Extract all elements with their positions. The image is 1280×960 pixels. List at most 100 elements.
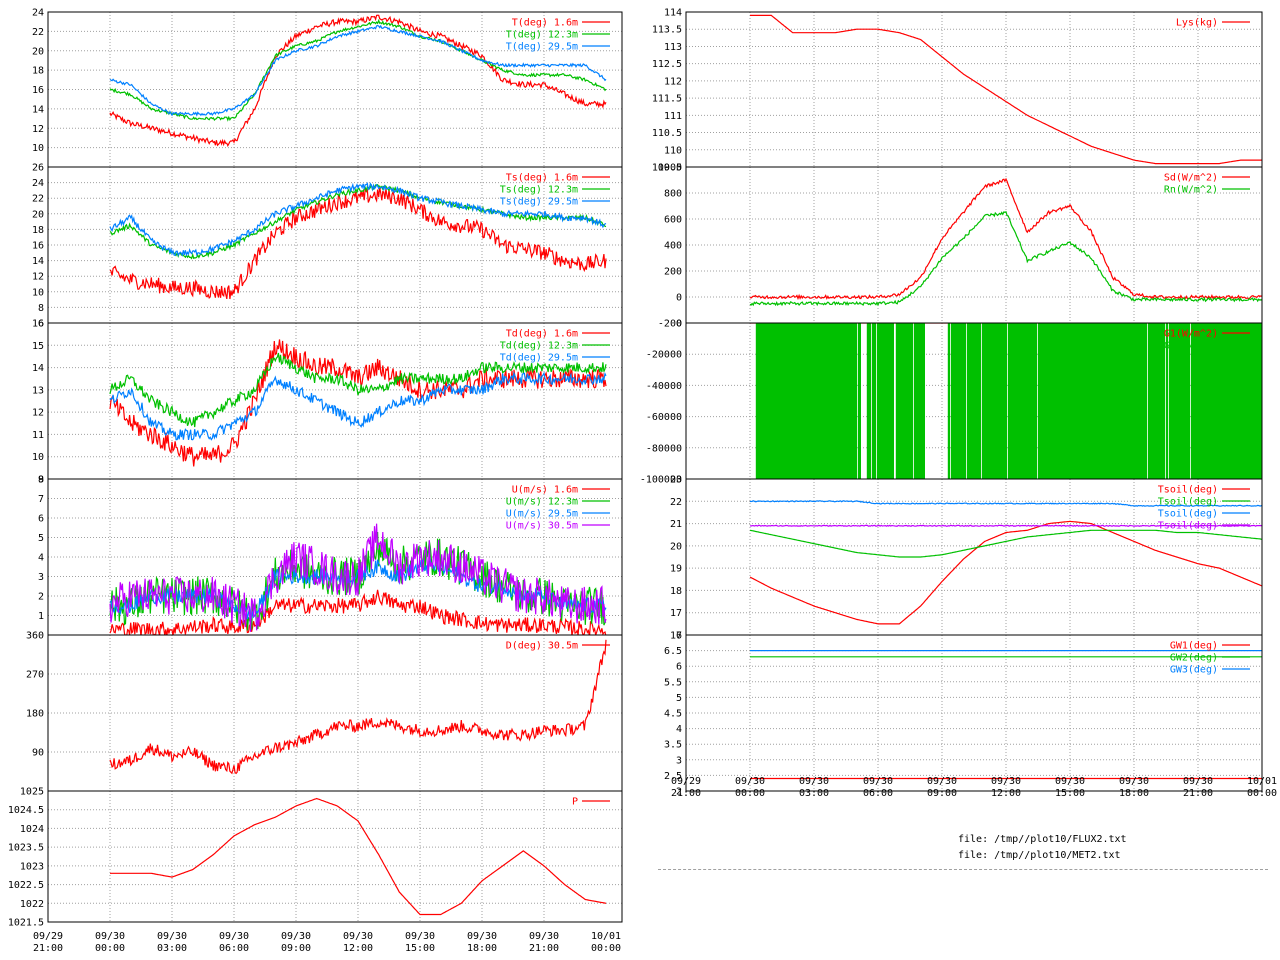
x-tick-time: 12:00 [343,943,373,954]
x-tick-date: 09/30 [1183,776,1213,787]
y-tick-label: 4 [38,553,44,564]
y-tick-label: -40000 [646,381,682,392]
y-tick-label: 3.5 [664,740,682,751]
y-tick-label: 20 [670,541,682,552]
y-tick-label: 360 [26,631,44,642]
y-tick-label: 600 [664,215,682,226]
series-line-0 [749,177,1262,301]
x-tick-date: 09/30 [799,776,829,787]
y-tick-label: 13 [32,385,44,396]
y-tick-label: 3 [676,755,682,766]
x-tick-time: 21:00 [1183,788,1213,799]
x-tick-date: 10/01 [591,931,621,942]
y-tick-label: 24 [32,8,44,19]
y-tick-label: 114 [664,8,682,19]
y-tick-label: 20 [32,209,44,220]
legend-label: U(m/s) 12.3m [506,497,578,508]
y-tick-label: 180 [26,709,44,720]
series-line-0 [109,589,607,635]
legend-label: G1(W/m^2) [1164,329,1218,340]
legend-label: P [572,797,578,808]
legend-label: G2(W/m^2) [1164,341,1218,352]
x-tick-date: 09/30 [863,776,893,787]
legend-label: U(m/s) 30.5m [506,521,578,532]
x-tick-time: 03:00 [799,788,829,799]
y-tick-label: 22 [32,194,44,205]
chart-air-temperature: 10 12 14 16 18 20 22 24 T(deg) 1.6mT(deg) 12.3mT… [32,8,623,168]
series-line-3 [749,524,1262,527]
y-tick-label: 1022.5 [8,880,44,891]
y-tick-label: 6 [676,662,682,673]
x-tick-date: 09/30 [281,931,311,942]
y-tick-label: 113 [664,42,682,53]
series-line-3 [109,523,607,632]
y-tick-label: 1021.5 [8,918,44,929]
legend-label: GW3(deg) [1170,665,1218,676]
y-tick-label: 1025 [20,787,44,798]
y-tick-label: 0 [676,319,682,330]
y-tick-label: 6.5 [664,646,682,657]
legend-label: Ts(deg) 12.3m [500,185,578,196]
y-tick-label: 1022 [20,899,44,910]
y-tick-label: 14 [32,256,44,267]
legend-label: Ts(deg) 1.6m [506,173,578,184]
y-tick-label: 5 [676,693,682,704]
y-tick-label: -20000 [646,350,682,361]
y-tick-label: 111.5 [652,94,682,105]
y-tick-label: 16 [32,85,44,96]
legend-label: Tsoil(deg) [1158,485,1218,496]
plot-frame [685,11,1263,168]
y-tick-label: 1023.5 [8,843,44,854]
chart-wind-speed: 1 2 3 4 5 6 7 8 U(m/s) 1.6mU(m/s) 12.3mU(m/s) 29… [38,475,623,636]
x-tick-time: 18:00 [1119,788,1149,799]
legend-label: T(deg) 12.3m [506,30,578,41]
series-line-1 [109,18,607,122]
plot-frame [47,790,623,923]
x-tick-time: 21:00 [671,788,701,799]
y-tick-label: 8 [38,475,44,486]
x-tick-time: 03:00 [157,943,187,954]
y-tick-label: 1023 [20,861,44,872]
chart-lys-weight: 109.5 110 110.5 111 111.5 112 112.5 113 113.5 114… [652,8,1263,174]
series-line-0 [110,797,607,916]
x-tick-date: 09/29 [671,776,701,787]
y-tick-label: 22 [32,27,44,38]
series-line-2 [749,500,1262,507]
legend-label: GW1(deg) [1170,641,1218,652]
legend-label: Td(deg) 1.6m [506,329,578,340]
y-tick-label: 22 [670,497,682,508]
legend-label: Ts(deg) 29.5m [500,197,578,208]
chart-pressure: 1021.5 1022 1022.5 1023 1023.5 1024 1024.5 1025… [8,787,623,929]
y-tick-label: 24 [32,178,44,189]
x-tick-time: 18:00 [467,943,497,954]
y-tick-label: 6 [38,319,44,330]
y-tick-label: 26 [32,163,44,174]
y-tick-label: 9 [38,475,44,486]
x-tick-time: 09:00 [281,943,311,954]
y-tick-label: -200 [658,319,682,330]
x-tick-time: 00:00 [1247,788,1277,799]
y-tick-label: 10 [32,143,44,154]
footer-file-flux: file: /tmp//plot10/FLUX2.txt [958,834,1127,845]
series-line-1 [749,529,1262,558]
chart-groundwater: 2 2.5 3 3.5 4 4.5 5 5.5 6 6.5 7 GW1(deg)GW2(deg)GW3… [664,631,1263,798]
series-line-2 [109,181,607,257]
y-tick-label: 110 [664,145,682,156]
y-tick-label: 20 [32,46,44,57]
y-tick-label: 1024 [20,824,44,835]
y-tick-label: -80000 [646,443,682,454]
x-tick-time: 09:00 [927,788,957,799]
y-tick-label: 16 [32,241,44,252]
y-tick-label: 110.5 [652,128,682,139]
y-tick-label: 2.5 [664,771,682,782]
series-line-0 [109,339,607,467]
legend-label: Tsoil(deg) [1158,497,1218,508]
y-tick-label: 3 [38,572,44,583]
y-tick-label: 1 [38,611,44,622]
y-tick-label: 14 [32,363,44,374]
x-tick-date: 09/30 [1055,776,1085,787]
y-tick-label: 2 [676,787,682,798]
y-tick-label: 19 [670,564,682,575]
